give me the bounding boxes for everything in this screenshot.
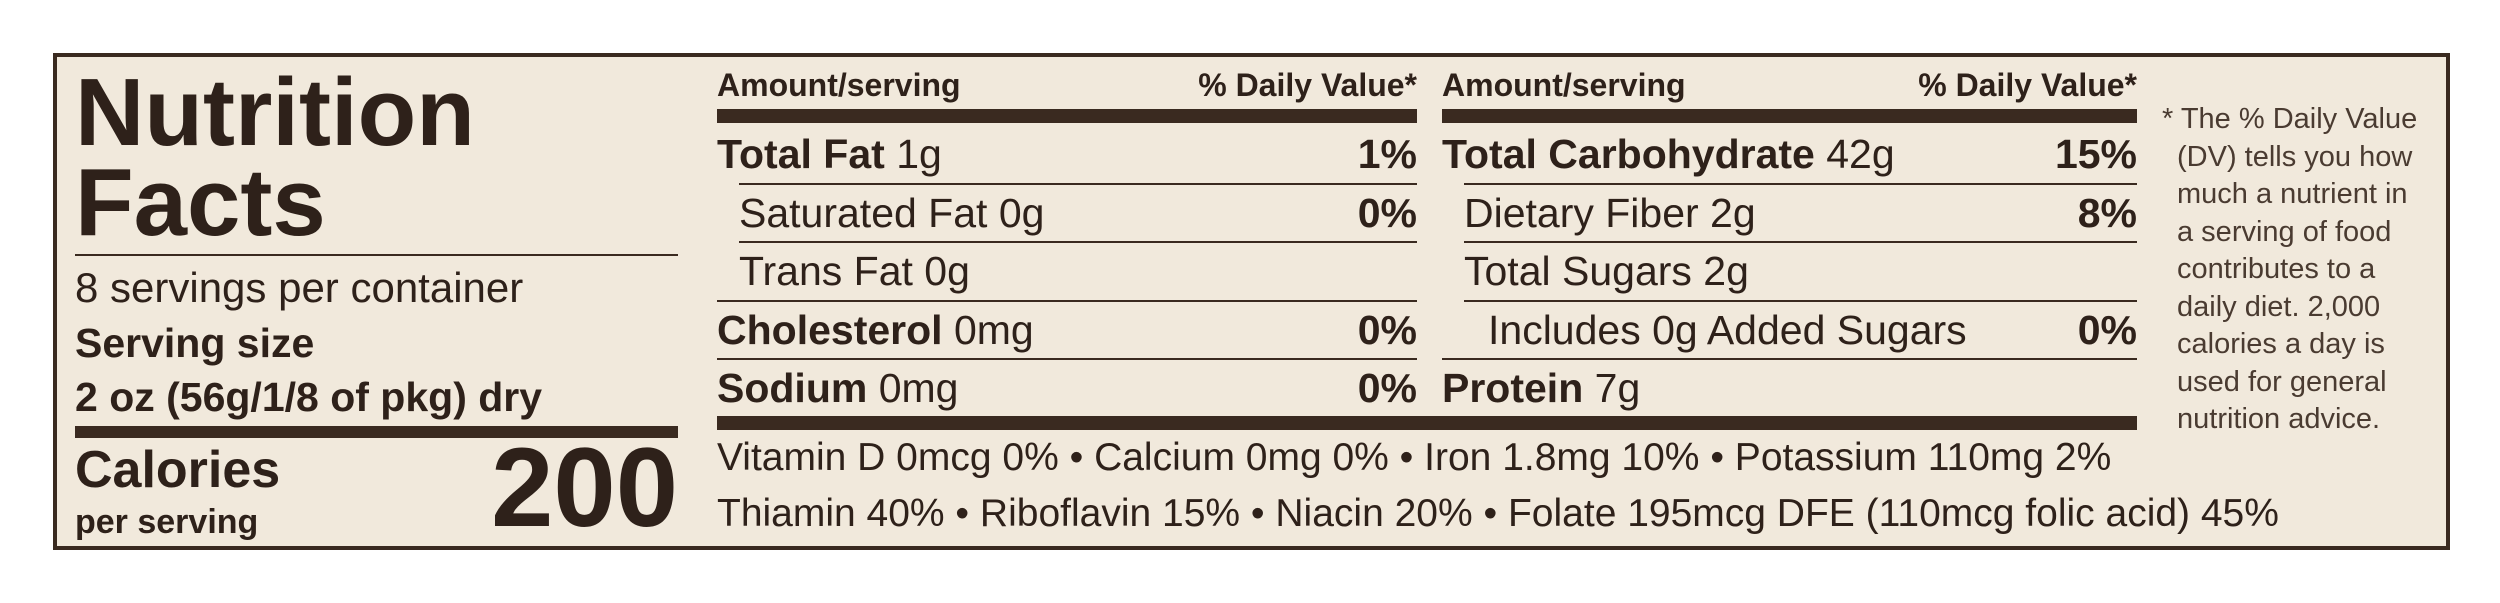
nutrient-daily-value: 0% xyxy=(1357,306,1417,353)
right-nutrient-row: Dietary Fiber 2g 8% xyxy=(1442,184,2137,242)
calories-value: 200 xyxy=(491,425,678,550)
calories-label: Calories xyxy=(75,441,281,499)
nutrient-name: Total Carbohydrate xyxy=(1442,131,1815,177)
footnote-line: calories a day is xyxy=(2177,328,2385,360)
nutrient-name: Total Fat xyxy=(717,131,885,177)
title-line-1: Nutrition xyxy=(75,59,475,166)
right-row-divider xyxy=(1464,299,2137,302)
nutrient-name: Cholesterol xyxy=(717,306,943,353)
nutrition-facts-label: Nutrition Facts 8 servings per container… xyxy=(53,53,2450,550)
nutrient-amount: 1g xyxy=(884,131,942,177)
nutrient-name: Total Sugars 2g xyxy=(1464,248,1749,294)
left-header: Amount/serving % Daily Value* xyxy=(717,67,1417,107)
daily-value-footnote: * The % Daily Value (DV) tells you how muc… xyxy=(2162,101,2432,439)
footnote-line: nutrition advice. xyxy=(2177,403,2381,435)
nutrient-daily-value: 0% xyxy=(1357,365,1417,411)
right-row-divider xyxy=(1442,358,2137,360)
calories-divider xyxy=(75,426,678,438)
footnote-line: daily diet. 2,000 xyxy=(2177,290,2381,323)
nutrient-amount: 42g xyxy=(1814,131,1895,177)
left-nutrient-row: Cholesterol 0mg 0% xyxy=(717,301,1417,359)
nutrient-amount: 0mg xyxy=(942,306,1034,353)
right-header: Amount/serving % Daily Value* xyxy=(1442,67,2137,107)
servings-per-container: 8 servings per container xyxy=(75,264,524,311)
nutrient-name: Dietary Fiber 2g xyxy=(1464,189,1756,236)
right-header-dv: % Daily Value* xyxy=(1918,67,2137,103)
nutrient-name: Sodium xyxy=(717,365,868,411)
right-nutrient-row: Includes 0g Added Sugars 0% xyxy=(1442,301,2137,359)
left-nutrient-row: Total Fat 1g 1% xyxy=(717,125,1417,183)
nutrient-amount: 0mg xyxy=(867,365,959,411)
title-line-2: Facts xyxy=(75,149,326,256)
nutrient-daily-value: 0% xyxy=(2077,306,2137,353)
right-row-divider xyxy=(1464,182,2137,185)
right-header-amount: Amount/serving xyxy=(1442,67,1686,103)
nutrient-name: Trans Fat 0g xyxy=(739,248,970,294)
micronutrients-line-2: Thiamin 40% • Riboflavin 15% • Niacin 20… xyxy=(717,492,2279,535)
left-header-rule xyxy=(717,109,1417,123)
footnote-line: a serving of food xyxy=(2177,215,2392,248)
footnote-line: * The % Daily Value xyxy=(2162,103,2418,135)
micronutrient-rule xyxy=(717,416,2137,430)
nutrient-name: Includes 0g Added Sugars xyxy=(1488,306,1967,353)
nutrient-amount: 7g xyxy=(1583,365,1641,411)
nutrient-daily-value: 8% xyxy=(2077,189,2137,236)
left-row-divider xyxy=(717,299,1417,302)
footnote-line: (DV) tells you how xyxy=(2177,140,2413,173)
left-row-divider xyxy=(739,182,1417,185)
left-nutrient-row: Saturated Fat 0g 0% xyxy=(717,184,1417,242)
serving-size-label: Serving size xyxy=(75,320,315,366)
right-nutrient-row: Protein 7g xyxy=(1442,359,2137,417)
left-nutrient-row: Trans Fat 0g xyxy=(717,242,1417,300)
title-divider xyxy=(75,254,678,256)
serving-size-value: 2 oz (56g/1/8 of pkg) dry xyxy=(75,374,543,420)
left-header-amount: Amount/serving xyxy=(717,67,961,103)
left-row-divider xyxy=(739,241,1417,243)
nutrient-daily-value: 0% xyxy=(1357,189,1417,236)
footnote-line: much a nutrient in xyxy=(2177,178,2408,210)
nutrient-daily-value: 15% xyxy=(2054,131,2137,177)
per-serving-label: per serving xyxy=(75,503,259,541)
footnote-line: used for general xyxy=(2177,365,2387,398)
nutrient-daily-value: 1% xyxy=(1357,131,1417,177)
left-header-dv: % Daily Value* xyxy=(1198,67,1417,103)
right-nutrient-row: Total Sugars 2g xyxy=(1442,242,2137,300)
nutrient-name: Saturated Fat 0g xyxy=(739,189,1045,236)
right-row-divider xyxy=(1464,241,2137,243)
left-nutrient-row: Sodium 0mg 0% xyxy=(717,359,1417,417)
right-header-rule xyxy=(1442,109,2137,123)
left-row-divider xyxy=(717,358,1417,360)
micronutrients-line-1: Vitamin D 0mcg 0% • Calcium 0mg 0% • Iro… xyxy=(717,436,2112,479)
footnote-line: contributes to a xyxy=(2177,253,2376,285)
right-nutrient-row: Total Carbohydrate 42g 15% xyxy=(1442,125,2137,183)
nutrient-name: Protein xyxy=(1442,365,1584,411)
